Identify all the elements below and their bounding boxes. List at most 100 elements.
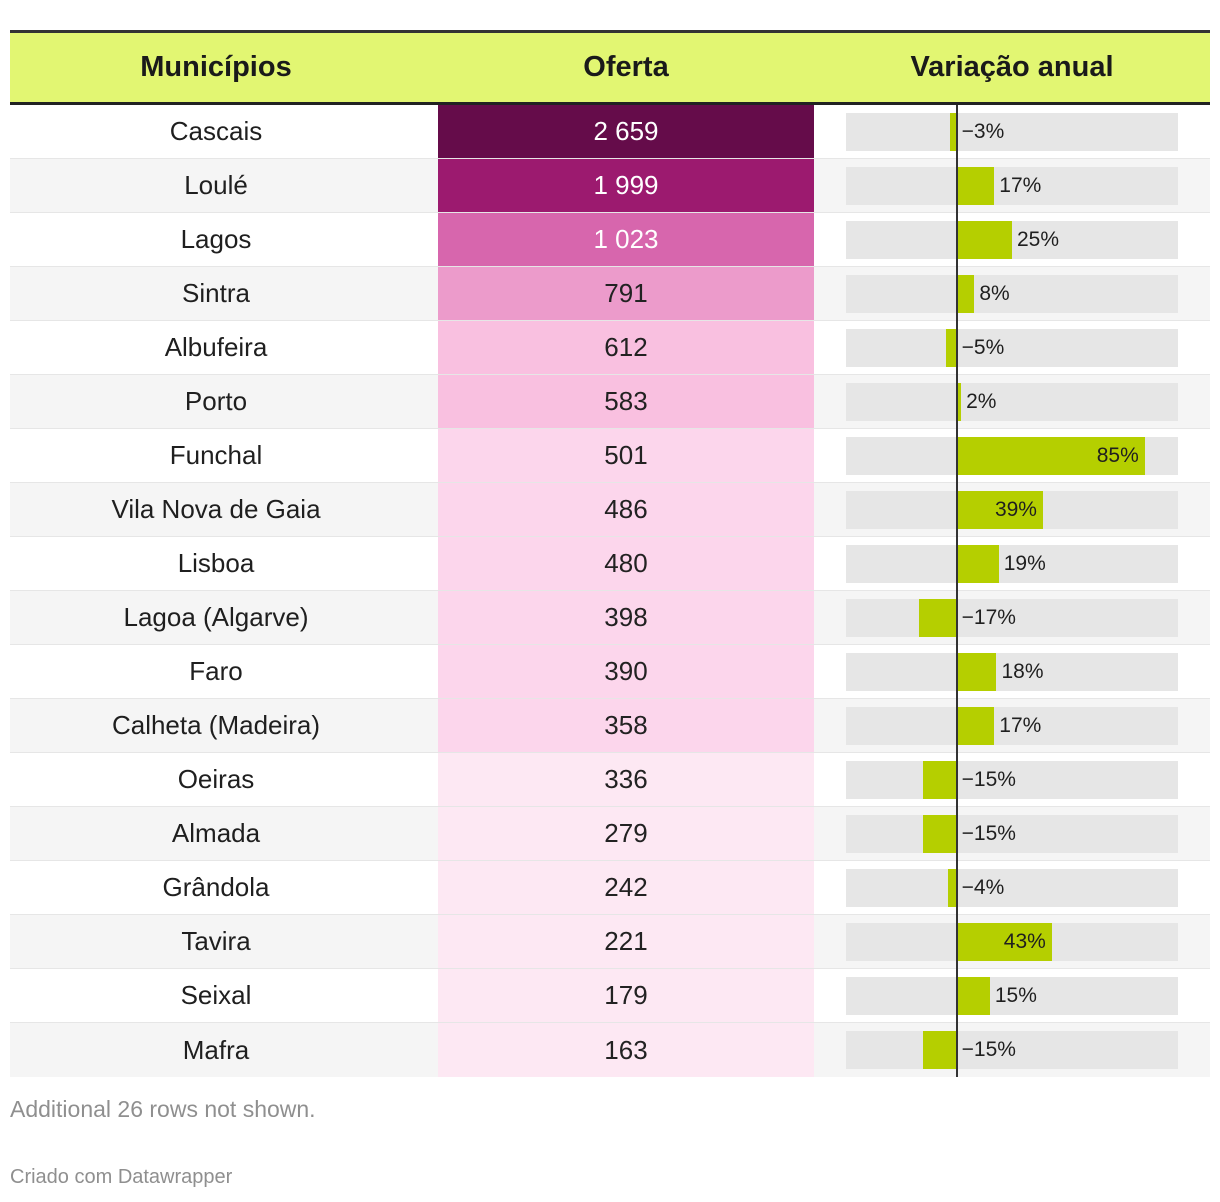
- cell-municipio: Albufeira: [164, 332, 268, 362]
- cell-municipio: Mafra: [182, 1034, 250, 1065]
- table-row[interactable]: Porto 583 2%: [10, 375, 1210, 429]
- cell-oferta: 179: [438, 969, 814, 1022]
- cell-oferta: 1 999: [438, 159, 814, 212]
- variacao-bar: [956, 653, 997, 691]
- variacao-bar: [919, 599, 957, 637]
- cell-municipio: Porto: [184, 386, 248, 416]
- variacao-bar-track: [846, 167, 1178, 205]
- variacao-bar: [956, 923, 1052, 961]
- variacao-bar-track: [846, 761, 1178, 799]
- variacao-label: −17%: [961, 606, 1016, 629]
- variacao-bar: [956, 437, 1145, 475]
- cell-variacao: 17%: [814, 699, 1210, 752]
- table-header: Municípios Oferta Variação anual: [10, 33, 1210, 105]
- table-row[interactable]: Almada 279 −15%: [10, 807, 1210, 861]
- table-row[interactable]: Lagos 1 023 25%: [10, 213, 1210, 267]
- cell-variacao: 43%: [814, 915, 1210, 968]
- header-variacao[interactable]: Variação anual: [910, 51, 1114, 83]
- cell-municipio: Cascais: [169, 116, 263, 146]
- cell-variacao: 18%: [814, 645, 1210, 698]
- cell-oferta: 336: [438, 753, 814, 806]
- cell-oferta: 501: [438, 429, 814, 482]
- variacao-bar-track: [846, 707, 1178, 745]
- variacao-bar: [956, 275, 975, 313]
- variacao-label: 17%: [999, 714, 1042, 737]
- variacao-label: 85%: [1096, 444, 1139, 467]
- cell-municipio: Grândola: [162, 872, 270, 902]
- table-row[interactable]: Sintra 791 8%: [10, 267, 1210, 321]
- variacao-label: −4%: [961, 876, 1005, 899]
- cell-municipio: Oeiras: [177, 764, 255, 794]
- cell-variacao: 19%: [814, 537, 1210, 590]
- cell-variacao: −4%: [814, 861, 1210, 914]
- variacao-bar: [923, 815, 957, 853]
- table-row[interactable]: Mafra 163 −15%: [10, 1023, 1210, 1077]
- header-oferta[interactable]: Oferta: [583, 51, 669, 83]
- cell-municipio: Lagoa (Algarve): [123, 602, 309, 632]
- cell-oferta: 612: [438, 321, 814, 374]
- variacao-bar-track: [846, 329, 1178, 367]
- table-row[interactable]: Funchal 501 85%: [10, 429, 1210, 483]
- cell-variacao: 85%: [814, 429, 1210, 482]
- variacao-bar-track: [846, 869, 1178, 907]
- header-municipios[interactable]: Municípios: [140, 51, 292, 83]
- table-row[interactable]: Faro 390 18%: [10, 645, 1210, 699]
- cell-oferta: 2 659: [438, 105, 814, 158]
- cell-municipio: Almada: [171, 818, 261, 848]
- cell-variacao: 8%: [814, 267, 1210, 320]
- cell-variacao: −3%: [814, 105, 1210, 158]
- cell-variacao: 39%: [814, 483, 1210, 536]
- cell-oferta: 279: [438, 807, 814, 860]
- variacao-label: 2%: [966, 390, 997, 413]
- variacao-bar: [947, 869, 957, 907]
- cell-variacao: 15%: [814, 969, 1210, 1022]
- cell-municipio: Loulé: [184, 170, 248, 200]
- data-table: Municípios Oferta Variação anual Cascais…: [10, 30, 1210, 1077]
- variacao-bar-track: [846, 815, 1178, 853]
- variacao-bar-track: [846, 383, 1178, 421]
- credit: Criado com Datawrapper: [10, 1166, 233, 1188]
- table-row[interactable]: Oeiras 336 −15%: [10, 753, 1210, 807]
- variacao-label: −15%: [961, 1038, 1016, 1061]
- zero-axis-line: [955, 105, 958, 1077]
- variacao-bar-track: [846, 599, 1178, 637]
- cell-oferta: 390: [438, 645, 814, 698]
- table-row[interactable]: Seixal 179 15%: [10, 969, 1210, 1023]
- table-row[interactable]: Albufeira 612 −5%: [10, 321, 1210, 375]
- cell-municipio: Funchal: [169, 440, 263, 470]
- cell-variacao: 2%: [814, 375, 1210, 428]
- cell-oferta: 358: [438, 699, 814, 752]
- cell-oferta: 163: [438, 1023, 814, 1077]
- variacao-bar-track: [846, 653, 1178, 691]
- footnote: Additional 26 rows not shown.: [10, 1096, 316, 1122]
- cell-municipio: Vila Nova de Gaia: [111, 494, 321, 524]
- cell-municipio: Sintra: [182, 278, 250, 308]
- variacao-bar: [923, 1031, 957, 1069]
- table-row[interactable]: Calheta (Madeira) 358 17%: [10, 699, 1210, 753]
- cell-municipio: Tavira: [181, 926, 251, 956]
- table-row[interactable]: Lagoa (Algarve) 398 −17%: [10, 591, 1210, 645]
- variacao-label: 15%: [994, 984, 1037, 1007]
- cell-municipio: Calheta (Madeira): [111, 710, 321, 740]
- variacao-label: 39%: [994, 498, 1037, 521]
- variacao-bar: [923, 761, 957, 799]
- variacao-bar-track: [846, 977, 1178, 1015]
- variacao-label: 43%: [1003, 930, 1046, 953]
- table-row[interactable]: Loulé 1 999 17%: [10, 159, 1210, 213]
- table-row[interactable]: Grândola 242 −4%: [10, 861, 1210, 915]
- cell-municipio: Lisboa: [177, 548, 255, 578]
- cell-variacao: −17%: [814, 591, 1210, 644]
- cell-oferta: 480: [438, 537, 814, 590]
- cell-oferta: 1 023: [438, 213, 814, 266]
- table-row[interactable]: Vila Nova de Gaia 486 39%: [10, 483, 1210, 537]
- table-row[interactable]: Lisboa 480 19%: [10, 537, 1210, 591]
- table-body: Cascais 2 659 −3% Loulé 1 999 17% Lagos 1 023 25…: [10, 105, 1210, 1077]
- cell-variacao: −5%: [814, 321, 1210, 374]
- variacao-bar-track: [846, 275, 1178, 313]
- table-row[interactable]: Tavira 221 43%: [10, 915, 1210, 969]
- variacao-label: 18%: [1001, 660, 1044, 683]
- cell-municipio: Lagos: [180, 224, 252, 254]
- cell-variacao: −15%: [814, 753, 1210, 806]
- table-row[interactable]: Cascais 2 659 −3%: [10, 105, 1210, 159]
- variacao-label: −15%: [961, 822, 1016, 845]
